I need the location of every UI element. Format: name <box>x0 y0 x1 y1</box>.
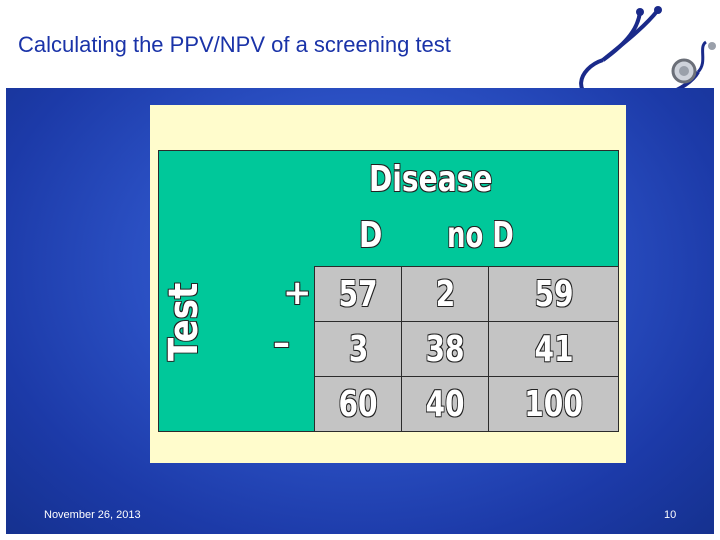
table-row: 60 40 100 <box>313 376 619 432</box>
table-cell: 3 <box>313 321 403 377</box>
table-row: 3 38 41 <box>313 321 619 377</box>
table-cell: 100 <box>488 376 619 432</box>
table-cell: 57 <box>313 266 403 322</box>
col-label-d: D <box>359 215 383 256</box>
title-bar: Calculating the PPV/NPV of a screening t… <box>0 0 720 88</box>
disease-header: Disease <box>369 159 493 200</box>
slide-title: Calculating the PPV/NPV of a screening t… <box>18 32 451 57</box>
row-label-positive: + <box>283 273 312 313</box>
footer-date: November 26, 2013 <box>44 509 141 521</box>
table-cell: 41 <box>488 321 619 377</box>
table-cell: 60 <box>313 376 403 432</box>
table-cell: 2 <box>401 266 490 322</box>
test-header: Test <box>161 282 207 361</box>
table-row: 57 2 59 <box>313 266 619 322</box>
table-cell: 59 <box>488 266 619 322</box>
contingency-table: Disease D no D Test + – 57 2 59 3 38 41 … <box>158 150 619 432</box>
page-number: 10 <box>664 509 677 521</box>
table-cell: 40 <box>401 376 490 432</box>
row-label-negative: – <box>273 323 290 363</box>
col-label-no-d: no D <box>447 215 514 256</box>
count-grid: 57 2 59 3 38 41 60 40 100 <box>313 266 619 432</box>
table-cell: 38 <box>401 321 490 377</box>
